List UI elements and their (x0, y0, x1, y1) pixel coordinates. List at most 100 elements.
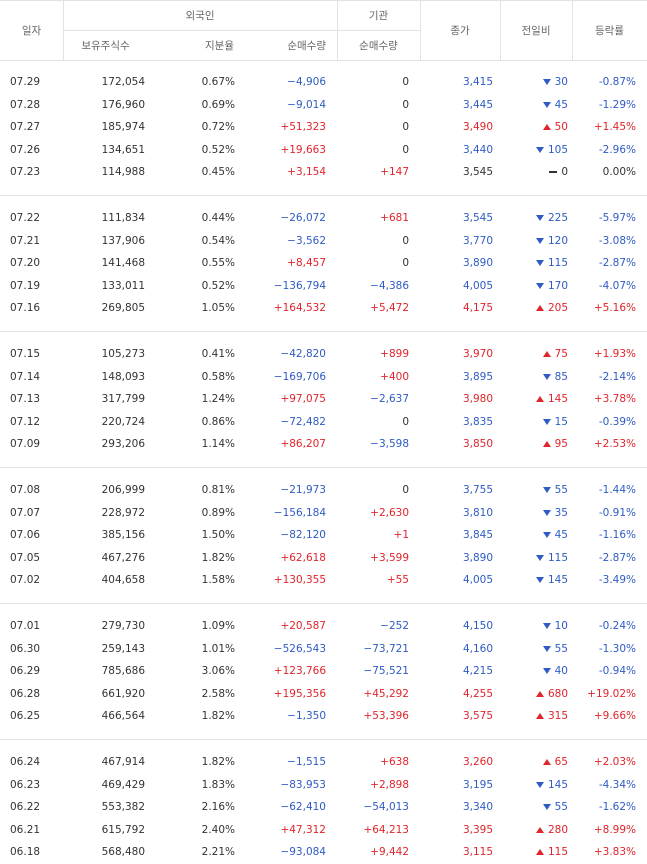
institution-net: +400 (380, 370, 409, 383)
change: 30 (500, 71, 568, 94)
holdings: 259,143 (101, 642, 145, 655)
institution-net: +45,292 (363, 687, 409, 700)
change-value: 115 (547, 846, 568, 858)
date: 07.19 (10, 279, 41, 292)
row-group: 06.24 467,914 1.82% −1,515 +638 3,260 +2.03% 65… (0, 741, 647, 864)
date: 06.28 (10, 687, 41, 700)
table-row: 07.13 317,799 1.24% +97,075 −2,637 3,980 +3.78… (0, 388, 647, 411)
holdings: 404,658 (101, 574, 145, 586)
institution-net: 0 (402, 143, 409, 156)
change: 315 (500, 705, 568, 728)
rate: +19.02% (587, 687, 636, 700)
ratio: 0.72% (201, 121, 235, 133)
date: 07.29 (10, 76, 41, 88)
rate: -5.97% (598, 212, 636, 224)
institution-net: −2,637 (370, 393, 409, 405)
row-group: 07.29 172,054 0.67% −4,906 0 3,415 -0.87% 30 07.… (0, 61, 647, 196)
holdings: 228,972 (101, 506, 145, 519)
change: 10 (500, 615, 568, 638)
foreign-net: +97,075 (280, 393, 326, 405)
change: 680 (500, 683, 568, 706)
close: 3,445 (462, 98, 493, 111)
date: 07.07 (10, 506, 41, 519)
change-value: 50 (554, 121, 568, 133)
foreign-net: −83,953 (280, 778, 326, 791)
change: 75 (500, 343, 568, 366)
table-row: 07.26 134,651 0.52% +19,663 0 3,440 -2.96% 105 (0, 139, 647, 162)
change-icon (535, 260, 544, 266)
change-icon (542, 759, 551, 765)
holdings: 467,914 (101, 756, 145, 768)
holdings: 133,011 (101, 279, 145, 292)
header-cell: 종가 (450, 24, 470, 37)
foreign-net: +19,663 (280, 143, 326, 156)
foreign-net: +47,312 (280, 823, 326, 836)
ratio: 1.14% (201, 438, 235, 450)
institution-net: +9,442 (370, 846, 409, 858)
table-row: 07.28 176,960 0.69% −9,014 0 3,445 -1.29% 45 (0, 94, 647, 117)
rate: -2.96% (598, 143, 636, 156)
date: 06.24 (10, 756, 41, 768)
foreign-net: +195,356 (273, 687, 326, 700)
institution-net: +53,396 (363, 710, 409, 722)
rate: -0.94% (598, 665, 636, 677)
table-row: 07.08 206,999 0.81% −21,973 0 3,755 -1.44% 55 (0, 479, 647, 502)
table-row: 07.23 114,988 0.45% +3,154 +147 3,545 0.00% 0 (0, 161, 647, 184)
change: 65 (500, 751, 568, 774)
foreign-net: +62,618 (280, 551, 326, 564)
holdings: 134,651 (101, 143, 145, 156)
holdings: 220,724 (101, 415, 145, 428)
date: 07.02 (10, 574, 41, 586)
change-value: 40 (554, 665, 568, 677)
holdings: 137,906 (101, 234, 145, 247)
institution-net: +681 (380, 212, 409, 224)
foreign-net: −1,515 (287, 756, 326, 768)
header-cell: 등락률 (595, 24, 624, 37)
institution-net: +899 (380, 348, 409, 360)
table-row: 07.01 279,730 1.09% +20,587 −252 4,150 -0.24% 1… (0, 615, 647, 638)
change-icon (542, 668, 551, 674)
date: 07.06 (10, 529, 41, 541)
change-value: 115 (547, 257, 568, 269)
foreign-net: +130,355 (273, 574, 326, 586)
rate: +8.99% (593, 823, 636, 836)
rate: -1.44% (598, 484, 636, 496)
change: 55 (500, 479, 568, 502)
change-value: 120 (547, 234, 568, 247)
change-value: 15 (554, 415, 568, 428)
holdings: 466,564 (101, 710, 145, 722)
ratio: 2.16% (201, 801, 235, 813)
ratio: 3.06% (201, 665, 235, 677)
date: 07.26 (10, 143, 41, 156)
change-value: 35 (554, 506, 568, 519)
foreign-net: +3,154 (287, 166, 326, 178)
foreign-net: −4,906 (287, 76, 326, 88)
date: 06.29 (10, 665, 41, 677)
change-icon (542, 441, 551, 447)
change-icon (535, 781, 544, 788)
table-row: 06.23 469,429 1.83% −83,953 +2,898 3,195 -4.34… (0, 774, 647, 797)
border (572, 0, 573, 60)
foreign-net: +20,587 (280, 620, 326, 632)
change-icon (542, 124, 551, 130)
institution-net: +55 (386, 574, 409, 586)
change: 225 (500, 207, 568, 230)
table-row: 07.07 228,972 0.89% −156,184 +2,630 3,810 -0.9… (0, 502, 647, 525)
change: 95 (500, 433, 568, 456)
institution-net: 0 (402, 257, 409, 269)
close: 3,575 (462, 710, 493, 722)
institution-net: +5,472 (370, 302, 409, 314)
change: 55 (500, 796, 568, 819)
close: 3,770 (462, 234, 493, 247)
change-value: 10 (554, 620, 568, 632)
foreign-net: −82,120 (280, 529, 326, 541)
change-value: 280 (547, 823, 568, 836)
table-row: 06.28 661,920 2.58% +195,356 +45,292 4,255 +19… (0, 683, 647, 706)
foreign-net: −26,072 (280, 212, 326, 224)
change-icon (535, 713, 544, 719)
institution-net: 0 (402, 484, 409, 496)
ratio: 0.52% (201, 279, 235, 292)
close: 3,340 (462, 801, 493, 813)
ratio: 0.52% (201, 143, 235, 156)
change-icon (549, 171, 558, 173)
